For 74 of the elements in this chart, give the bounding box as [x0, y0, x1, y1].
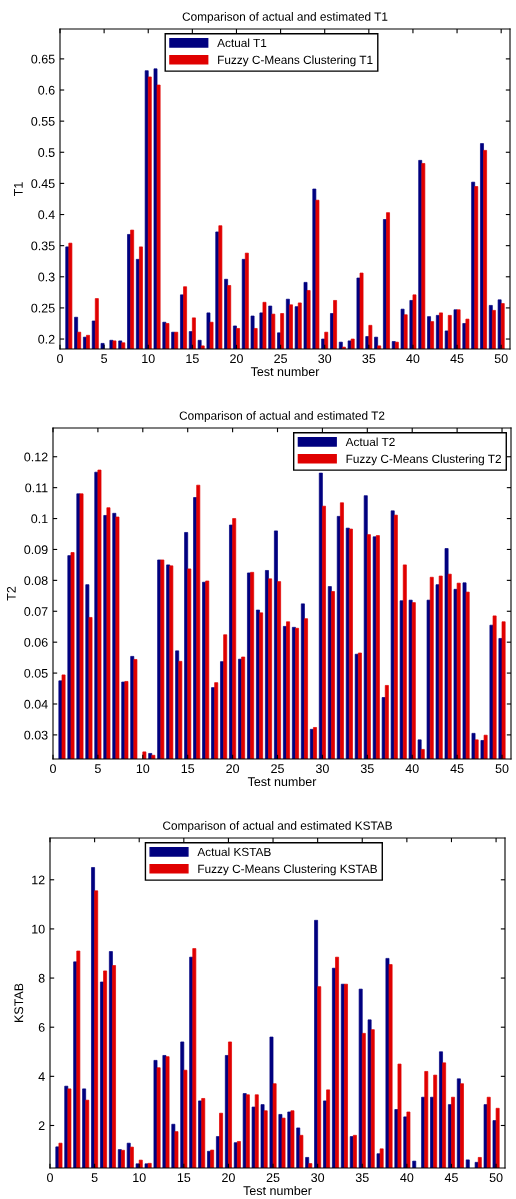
- x-tick-label: 5: [94, 764, 101, 774]
- y-tick-label: 0.65: [31, 54, 55, 64]
- y-tick-label: 0.1: [31, 514, 48, 524]
- x-tick-label: 25: [271, 764, 284, 774]
- legend-label: Fuzzy C-Means Clustering T1: [218, 55, 373, 67]
- x-tick-label: 40: [400, 1173, 414, 1183]
- y-tick-label: 0.06: [24, 637, 48, 647]
- y-tick-label: 0.55: [31, 116, 55, 126]
- y-tick-label: 0.2: [38, 334, 55, 344]
- y-tick-label: 0.05: [24, 668, 48, 678]
- x-tick-label: 10: [142, 354, 155, 364]
- y-axis-title: T1: [14, 182, 23, 197]
- x-tick-label: 15: [181, 764, 195, 774]
- x-tick-label: 25: [274, 354, 288, 364]
- x-tick-label: 0: [47, 1173, 53, 1183]
- x-tick-label: 0: [57, 354, 63, 364]
- legend-label: Fuzzy C-Means Clustering T2: [346, 454, 501, 466]
- y-tick-label: 0.08: [24, 576, 48, 586]
- x-tick-label: 30: [315, 764, 329, 774]
- y-tick-label: 0.04: [24, 699, 48, 709]
- x-tick-label: 25: [266, 1173, 280, 1183]
- y-axis-title: KSTAB: [14, 983, 24, 1023]
- y-tick-label: 12: [32, 875, 45, 885]
- y-tick-label: 0.5: [38, 148, 55, 157]
- x-axis-title: Test number: [247, 776, 317, 787]
- chart-title: Comparison of actual and estimated KSTAB: [163, 821, 392, 833]
- x-tick-label: 20: [222, 1173, 235, 1183]
- y-tick-label: 4: [38, 1072, 45, 1081]
- x-tick-label: 10: [136, 764, 150, 774]
- x-tick-label: 0: [50, 764, 56, 774]
- y-tick-label: 10: [32, 924, 45, 934]
- y-tick-label: 0.35: [31, 241, 55, 251]
- x-tick-label: 50: [495, 764, 509, 774]
- y-tick-label: 0.07: [24, 607, 48, 616]
- x-tick-label: 35: [362, 354, 376, 364]
- y-tick-label: 0.45: [31, 179, 55, 189]
- y-tick-label: 8: [38, 973, 45, 983]
- x-tick-label: 30: [318, 354, 332, 364]
- x-tick-label: 45: [444, 1173, 458, 1183]
- x-tick-label: 5: [101, 354, 108, 364]
- y-axis-title: T2: [6, 586, 16, 601]
- legend-label: Fuzzy C-Means Clustering KSTAB: [198, 864, 377, 876]
- x-tick-label: 50: [489, 1173, 503, 1183]
- x-tick-label: 45: [450, 764, 464, 774]
- legend-label: Actual T1: [217, 38, 267, 48]
- x-tick-label: 40: [405, 764, 419, 774]
- x-tick-label: 40: [406, 354, 420, 364]
- x-tick-label: 50: [494, 354, 508, 364]
- x-tick-label: 10: [133, 1173, 146, 1183]
- legend-label: Actual KSTAB: [197, 847, 271, 857]
- y-tick-label: 0.4: [38, 210, 55, 220]
- x-axis-title: Test number: [250, 366, 320, 377]
- x-tick-label: 20: [230, 354, 243, 364]
- y-tick-label: 0.12: [24, 452, 48, 462]
- y-tick-label: 0.03: [24, 730, 48, 740]
- y-tick-label: 0.25: [31, 303, 55, 313]
- x-tick-label: 35: [355, 1173, 369, 1183]
- x-tick-label: 20: [226, 764, 240, 774]
- x-tick-label: 15: [177, 1173, 191, 1183]
- y-tick-label: 6: [38, 1023, 45, 1032]
- y-tick-label: 0.6: [38, 85, 55, 95]
- chart-title: Comparison of actual and estimated T2: [179, 411, 385, 423]
- y-tick-label: 2: [38, 1121, 45, 1131]
- y-tick-label: 0.09: [24, 545, 48, 555]
- y-tick-label: 0.11: [25, 483, 48, 493]
- legend-label: Actual T2: [345, 437, 395, 447]
- y-tick-label: 0.3: [38, 272, 55, 282]
- x-tick-label: 15: [186, 354, 199, 364]
- x-axis-title: Test number: [243, 1185, 312, 1196]
- chart-title: Comparison of actual and estimated T1: [182, 12, 388, 24]
- x-tick-label: 30: [311, 1173, 325, 1183]
- x-tick-label: 35: [360, 764, 374, 774]
- x-tick-label: 45: [450, 354, 464, 364]
- x-tick-label: 5: [91, 1173, 98, 1183]
